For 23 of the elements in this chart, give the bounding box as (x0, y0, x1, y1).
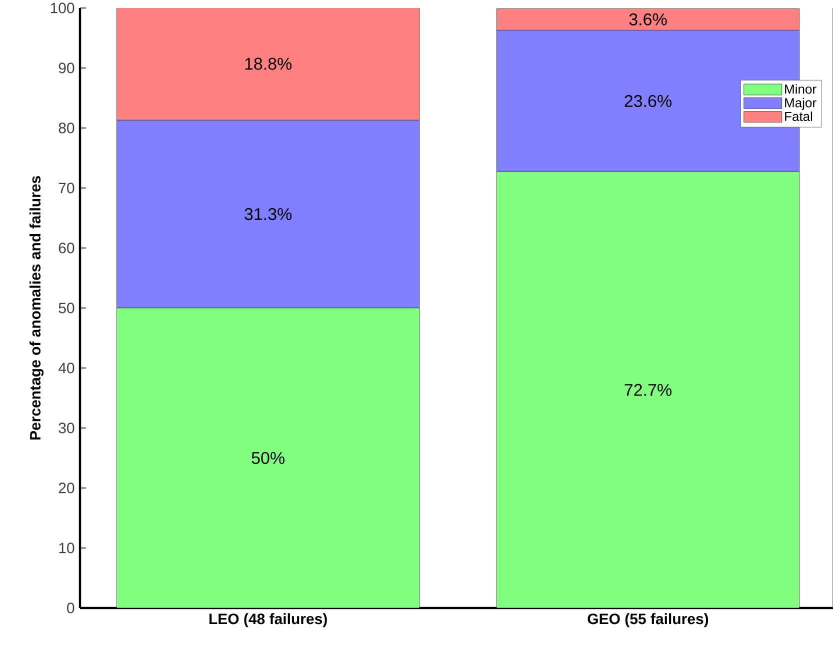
data-label: 31.3% (244, 208, 292, 220)
data-label: 18.8% (245, 58, 292, 70)
legend-label: Fatal (785, 111, 812, 122)
y-tick-label: 50 (58, 302, 74, 314)
legend-label: Major (785, 98, 816, 110)
y-tick-label: 80 (58, 122, 74, 134)
y-tick-label: 20 (58, 482, 74, 494)
y-tick-label: 30 (58, 422, 74, 434)
data-label: 50% (252, 452, 284, 464)
y-tick-label: 40 (58, 362, 74, 374)
y-tick-label: 90 (58, 62, 74, 74)
y-tick-label: 10 (59, 542, 74, 554)
x-tick-label: GEO (55 failures) (588, 613, 708, 628)
data-label: 72.7% (624, 384, 672, 396)
y-tick-label: 0 (67, 602, 74, 614)
legend-label: Minor (785, 84, 816, 94)
x-tick-label: LEO (48 failures) (209, 613, 327, 628)
y-tick-label: 60 (58, 242, 74, 254)
data-label: 3.6% (629, 13, 667, 26)
y-tick-label: 70 (58, 182, 74, 194)
y-axis-title: Percentage of anomalies and failures (30, 176, 44, 440)
y-tick-label: 100 (50, 2, 74, 14)
data-label: 23.6% (624, 94, 672, 108)
